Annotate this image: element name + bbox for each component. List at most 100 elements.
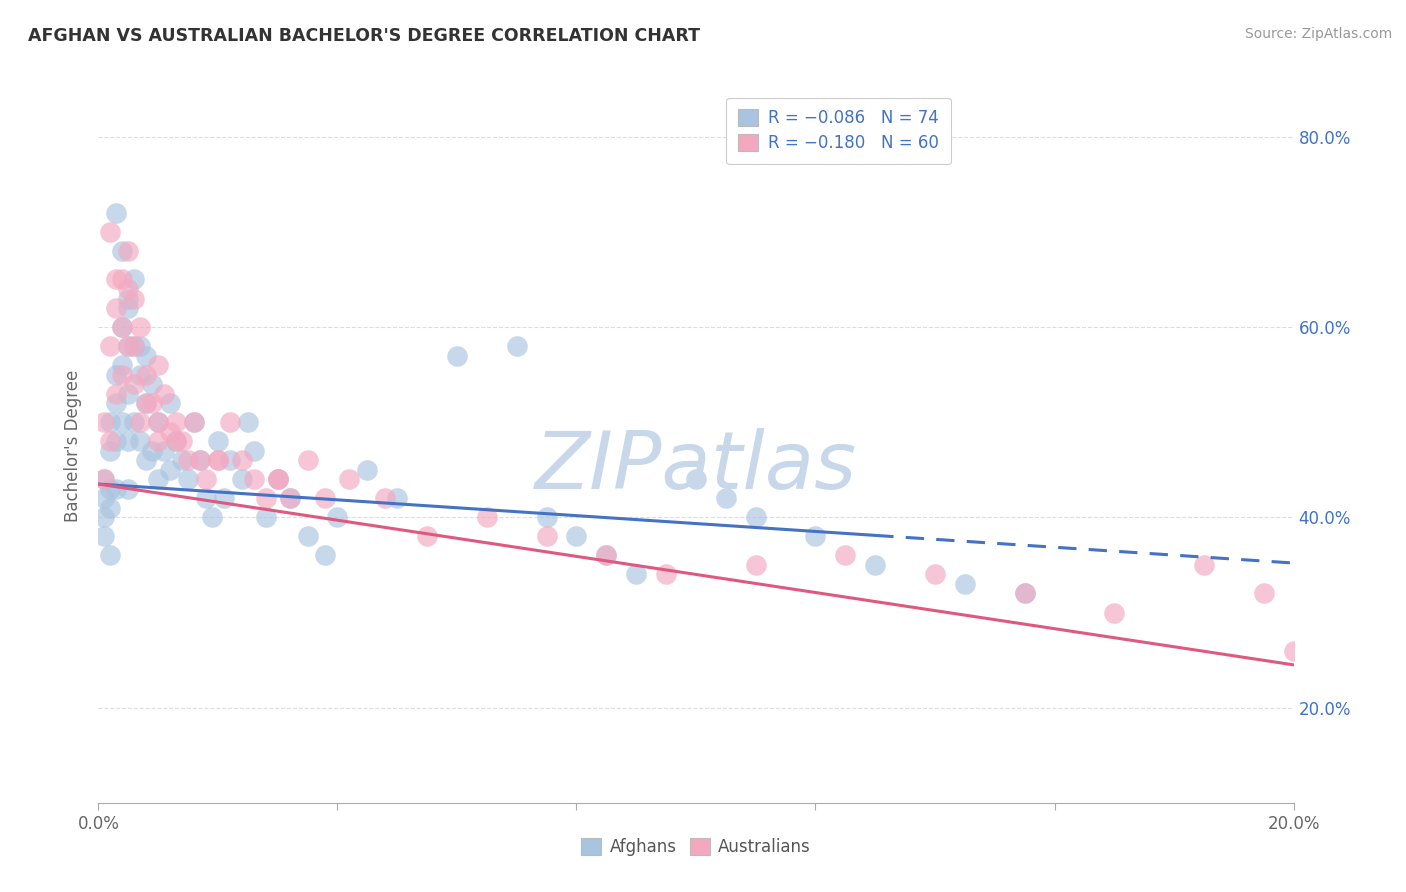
Point	[595, 549, 617, 563]
Point	[356, 463, 378, 477]
Point	[195, 472, 218, 486]
Point	[254, 510, 277, 524]
Point	[153, 443, 176, 458]
Point	[183, 415, 205, 429]
Point	[93, 415, 115, 429]
Point	[243, 472, 266, 486]
Point	[655, 567, 678, 582]
Point	[135, 396, 157, 410]
Point	[834, 549, 856, 563]
Point	[297, 453, 319, 467]
Point	[339, 472, 360, 486]
Point	[159, 396, 181, 410]
Point	[135, 349, 157, 363]
Point	[207, 434, 229, 449]
Point	[243, 443, 266, 458]
Point	[536, 529, 558, 543]
Point	[267, 472, 290, 486]
Point	[506, 339, 529, 353]
Point	[1104, 606, 1126, 620]
Point	[172, 434, 194, 449]
Point	[117, 482, 139, 496]
Point	[111, 358, 134, 372]
Point	[745, 558, 768, 572]
Point	[865, 558, 887, 572]
Point	[207, 453, 229, 467]
Point	[165, 434, 187, 449]
Point	[93, 491, 115, 506]
Point	[165, 434, 187, 449]
Point	[105, 396, 128, 410]
Point	[124, 272, 146, 286]
Point	[135, 368, 157, 382]
Point	[105, 386, 128, 401]
Point	[219, 415, 242, 429]
Point	[111, 320, 134, 334]
Point	[177, 453, 200, 467]
Point	[93, 472, 115, 486]
Point	[117, 386, 139, 401]
Point	[129, 434, 152, 449]
Point	[100, 482, 122, 496]
Point	[100, 415, 122, 429]
Point	[165, 415, 187, 429]
Point	[188, 453, 211, 467]
Point	[117, 244, 139, 258]
Point	[117, 282, 139, 296]
Point	[953, 577, 976, 591]
Point	[207, 453, 229, 467]
Point	[111, 272, 134, 286]
Point	[446, 349, 468, 363]
Point	[714, 491, 737, 506]
Point	[201, 510, 224, 524]
Text: AFGHAN VS AUSTRALIAN BACHELOR'S DEGREE CORRELATION CHART: AFGHAN VS AUSTRALIAN BACHELOR'S DEGREE C…	[28, 27, 700, 45]
Point	[117, 339, 139, 353]
Point	[297, 529, 319, 543]
Point	[565, 529, 588, 543]
Point	[124, 415, 146, 429]
Point	[148, 415, 170, 429]
Point	[804, 529, 827, 543]
Point	[105, 368, 128, 382]
Point	[105, 482, 128, 496]
Point	[385, 491, 409, 506]
Point	[124, 377, 146, 392]
Y-axis label: Bachelor's Degree: Bachelor's Degree	[65, 370, 83, 522]
Point	[595, 549, 617, 563]
Point	[626, 567, 648, 582]
Point	[1192, 558, 1215, 572]
Point	[267, 472, 290, 486]
Point	[1282, 643, 1305, 657]
Point	[124, 339, 146, 353]
Point	[105, 301, 128, 315]
Point	[1253, 586, 1275, 600]
Point	[177, 472, 200, 486]
Point	[315, 549, 337, 563]
Point	[159, 463, 181, 477]
Point	[111, 244, 134, 258]
Legend: Afghans, Australians: Afghans, Australians	[571, 828, 821, 866]
Text: Source: ZipAtlas.com: Source: ZipAtlas.com	[1244, 27, 1392, 41]
Point	[100, 549, 122, 563]
Point	[745, 510, 768, 524]
Point	[105, 434, 128, 449]
Point	[924, 567, 946, 582]
Point	[117, 292, 139, 306]
Point	[100, 339, 122, 353]
Point	[219, 453, 242, 467]
Point	[1014, 586, 1036, 600]
Text: ZIPatlas: ZIPatlas	[534, 428, 858, 507]
Point	[100, 225, 122, 239]
Point	[188, 453, 211, 467]
Point	[93, 510, 115, 524]
Point	[148, 434, 170, 449]
Point	[111, 368, 134, 382]
Point	[129, 339, 152, 353]
Point	[117, 339, 139, 353]
Point	[105, 206, 128, 220]
Point	[148, 472, 170, 486]
Point	[141, 443, 163, 458]
Point	[111, 320, 134, 334]
Point	[183, 415, 205, 429]
Point	[267, 472, 290, 486]
